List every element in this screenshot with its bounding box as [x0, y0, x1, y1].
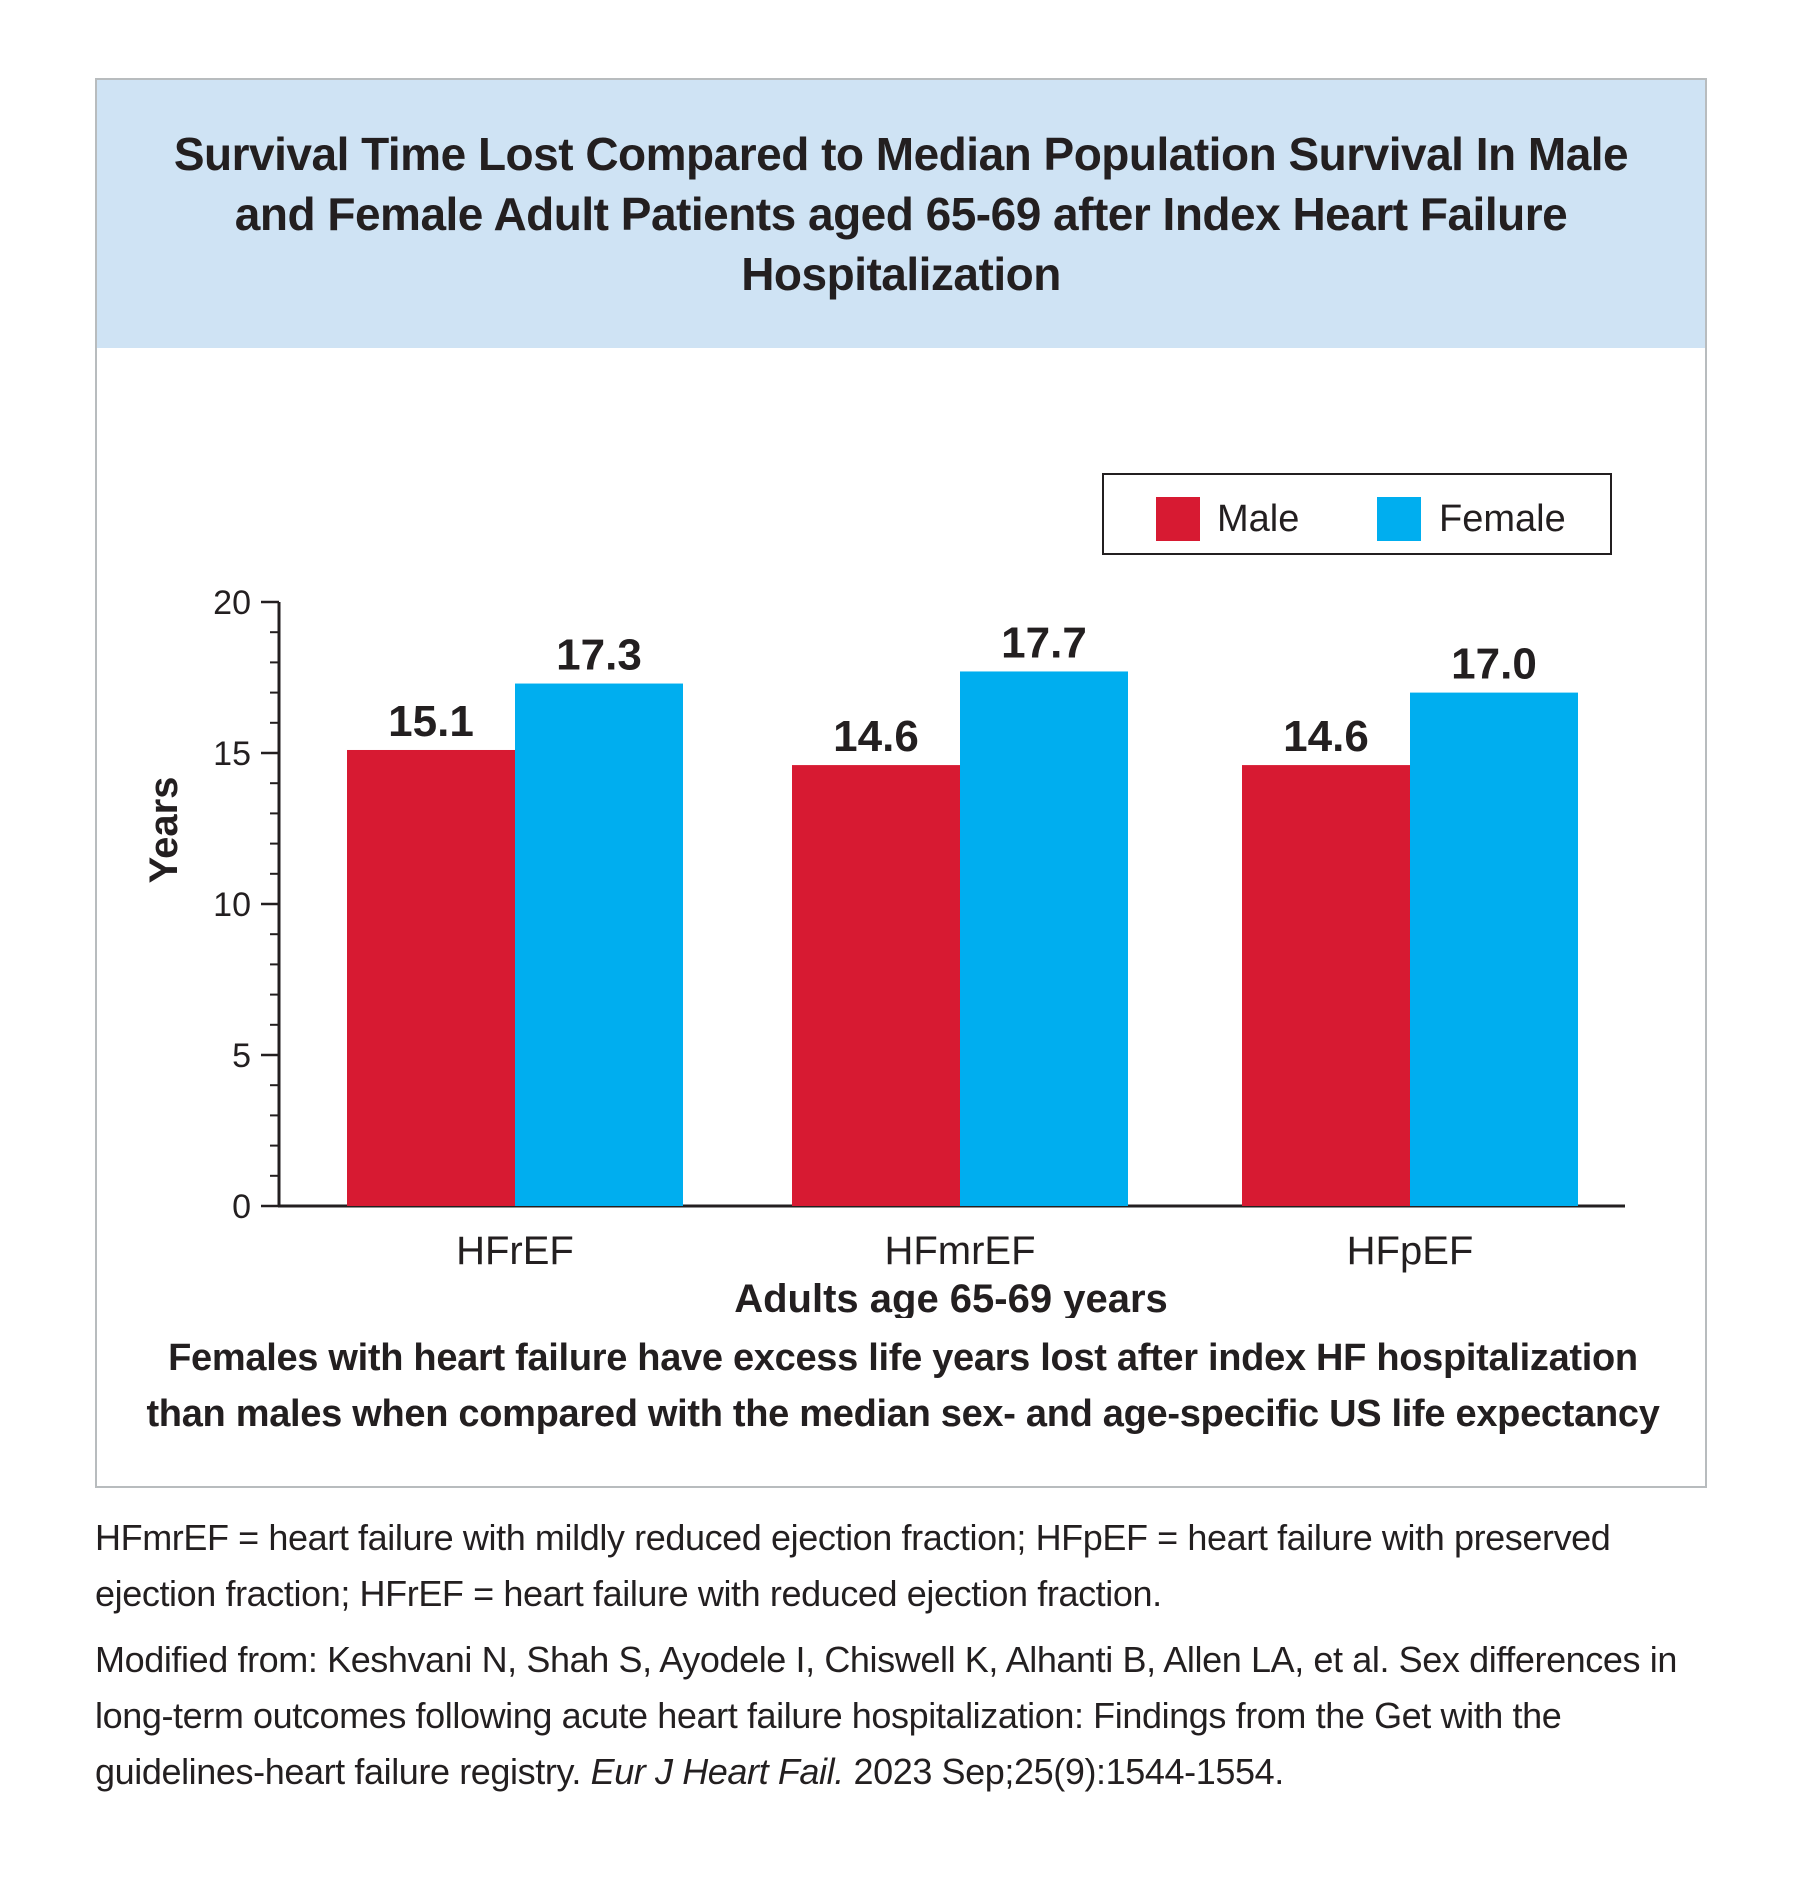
legend-label-male: Male: [1217, 498, 1299, 540]
legend-label-female: Female: [1439, 498, 1566, 540]
legend: Male Female: [1102, 473, 1612, 555]
y-tick-label: 15: [213, 735, 251, 773]
bar-male-hfmref: [792, 765, 960, 1206]
legend-swatch-female: [1377, 497, 1421, 541]
bar-female-hfref: [515, 683, 683, 1206]
x-axis-title: Adults age 65-69 years: [734, 1277, 1168, 1318]
source-citation: Modified from: Keshvani N, Shah S, Ayode…: [95, 1632, 1735, 1800]
abbreviations-note: HFmrEF = heart failure with mildly reduc…: [95, 1517, 1611, 1614]
source-prefix: Modified from: Keshvani N, Shah S, Ayode…: [95, 1639, 1677, 1792]
title-band: Survival Time Lost Compared to Median Po…: [97, 80, 1705, 348]
bar-female-hfmref: [960, 671, 1128, 1206]
legend-swatch-male: [1156, 497, 1200, 541]
x-category-label: HFpEF: [1347, 1229, 1474, 1273]
data-label-male-hfmref: 14.6: [833, 712, 919, 761]
source-suffix: 2023 Sep;25(9):1544-1554.: [843, 1751, 1284, 1792]
plot-area: 0 5 10 15 20 15.1 17.3 HFrEF 14.6 17.7 HFmrEF 14.6 1…: [213, 584, 1625, 1273]
bar-chart: Male Female Years Adults age 65-69 years…: [142, 473, 1625, 1318]
y-tick-label: 0: [232, 1188, 251, 1226]
figure-panel: Survival Time Lost Compared to Median Po…: [95, 78, 1707, 1488]
y-axis-title: Years: [142, 777, 186, 884]
bar-male-hfref: [347, 749, 515, 1206]
data-label-female-hfref: 17.3: [556, 631, 642, 680]
bar-female-hfpef: [1410, 692, 1578, 1206]
takeaway-text: Females with heart failure have excess l…: [146, 1337, 1660, 1435]
bar-male-hfpef: [1242, 765, 1410, 1206]
x-category-label: HFmrEF: [884, 1229, 1035, 1273]
y-tick-label: 10: [213, 886, 251, 924]
data-label-female-hfmref: 17.7: [1001, 618, 1087, 667]
y-tick-label: 20: [213, 584, 251, 622]
data-label-male-hfpef: 14.6: [1283, 712, 1369, 761]
source-journal: Eur J Heart Fail.: [590, 1751, 845, 1792]
footnotes: HFmrEF = heart failure with mildly reduc…: [95, 1510, 1735, 1810]
x-category-label: HFrEF: [456, 1229, 574, 1273]
y-tick-label: 5: [232, 1037, 251, 1075]
data-label-female-hfpef: 17.0: [1451, 640, 1537, 689]
data-label-male-hfref: 15.1: [388, 697, 474, 746]
chart-title: Survival Time Lost Compared to Median Po…: [173, 128, 1629, 300]
